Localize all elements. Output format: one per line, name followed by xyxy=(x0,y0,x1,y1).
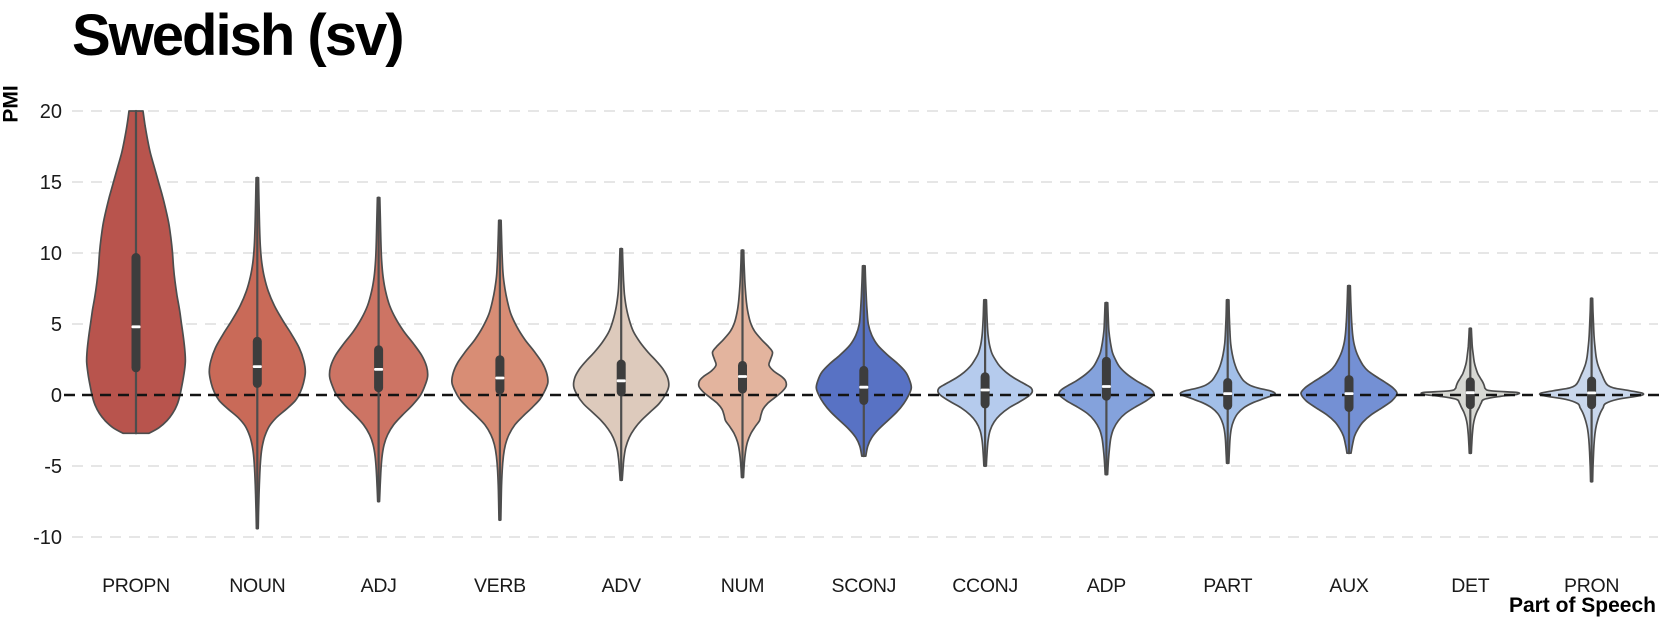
x-tick-part: PART xyxy=(1203,575,1252,597)
y-tick-15: 15 xyxy=(40,172,62,194)
x-tick-adp: ADP xyxy=(1087,575,1126,597)
median-tick-adj xyxy=(374,368,384,371)
y-tick--5: -5 xyxy=(44,456,62,478)
median-tick-det xyxy=(1465,391,1475,395)
median-tick-aux xyxy=(1344,392,1354,395)
x-tick-det: DET xyxy=(1451,575,1489,597)
x-tick-adj: ADJ xyxy=(361,575,397,597)
x-tick-num: NUM xyxy=(721,575,765,597)
y-tick-0: 0 xyxy=(51,385,62,407)
median-tick-part xyxy=(1223,392,1233,395)
x-tick-adv: ADV xyxy=(602,575,641,597)
median-tick-verb xyxy=(495,376,505,380)
x-tick-noun: NOUN xyxy=(229,575,285,597)
median-tick-noun xyxy=(252,365,262,368)
iqr-box-adp xyxy=(1101,356,1111,401)
median-tick-adv xyxy=(616,379,626,383)
y-tick-10: 10 xyxy=(40,243,62,265)
median-tick-sconj xyxy=(859,385,869,389)
y-tick-5: 5 xyxy=(51,314,62,336)
y-tick--10: -10 xyxy=(33,527,62,549)
iqr-box-adv xyxy=(616,359,626,397)
iqr-box-noun xyxy=(252,336,262,388)
median-tick-pron xyxy=(1587,391,1597,395)
median-tick-cconj xyxy=(980,388,990,392)
x-tick-pron: PRON xyxy=(1564,575,1619,597)
median-tick-adp xyxy=(1101,385,1111,388)
y-axis-label: PMI xyxy=(0,85,23,123)
y-tick-20: 20 xyxy=(40,101,62,123)
x-tick-sconj: SCONJ xyxy=(832,575,897,597)
median-tick-num xyxy=(738,375,747,378)
x-tick-verb: VERB xyxy=(474,575,526,597)
x-tick-propn: PROPN xyxy=(102,575,170,597)
iqr-box-propn xyxy=(131,253,141,373)
chart-title: Swedish (sv) xyxy=(72,3,405,68)
iqr-box-verb xyxy=(495,355,505,395)
median-tick-propn xyxy=(131,325,141,329)
iqr-box-sconj xyxy=(859,365,869,405)
x-axis-label: Part of Speech xyxy=(1508,594,1656,617)
x-tick-aux: AUX xyxy=(1329,575,1368,597)
x-tick-cconj: CCONJ xyxy=(952,575,1018,597)
